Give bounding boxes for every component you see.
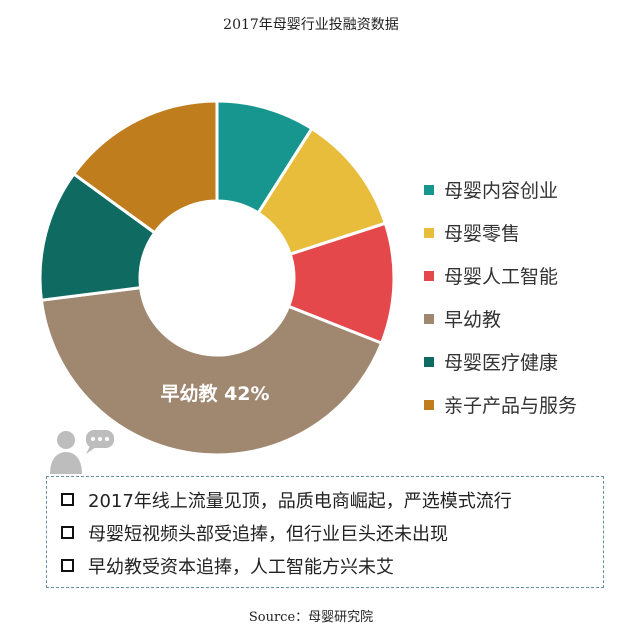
legend-swatch	[424, 184, 434, 195]
source-note: Source：母婴研究院	[248, 610, 374, 625]
bullet-text: 早幼教受资本追捧，人工智能方兴未艾	[88, 556, 394, 578]
donut-chart: 早幼教 42%	[38, 99, 396, 457]
bullet-text: 2017年线上流量见顶，品质电商崛起，严选模式流行	[88, 490, 512, 512]
list-item: 母婴短视频头部受追捧，但行业巨头还未出现	[61, 516, 603, 549]
legend-item: 母婴零售	[424, 211, 577, 254]
pie-slice	[39, 285, 384, 457]
pie-slice	[71, 99, 219, 235]
chart-title: 2017年母婴行业投融资数据	[223, 17, 399, 33]
key-findings-box: 2017年线上流量见顶，品质电商崛起，严选模式流行 母婴短视频头部受追捧，但行业…	[46, 476, 604, 588]
checkbox-icon	[61, 559, 74, 572]
legend-item: 母婴人工智能	[424, 254, 577, 297]
legend-swatch	[424, 356, 434, 367]
legend-label: 早幼教	[444, 309, 502, 331]
legend-label: 母婴医疗健康	[444, 352, 559, 374]
legend-label: 母婴人工智能	[444, 266, 559, 288]
legend-item: 亲子产品与服务	[424, 383, 577, 426]
bullet-text: 母婴短视频头部受追捧，但行业巨头还未出现	[88, 523, 448, 545]
legend-swatch	[424, 227, 434, 238]
legend-swatch	[424, 399, 434, 410]
person-speech-icon	[50, 430, 114, 474]
legend-item: 早幼教	[424, 297, 577, 340]
legend-label: 母婴零售	[444, 223, 521, 245]
list-item: 早幼教受资本追捧，人工智能方兴未艾	[61, 549, 603, 582]
legend-item: 母婴内容创业	[424, 168, 577, 211]
legend-item: 母婴医疗健康	[424, 340, 577, 383]
checkbox-icon	[61, 493, 74, 506]
legend-swatch	[424, 313, 434, 324]
legend-label: 母婴内容创业	[444, 180, 559, 202]
slice-data-label: 早幼教 42%	[160, 382, 269, 405]
legend: 母婴内容创业 母婴零售母婴人工智能 早幼教母婴医疗健康 亲子产品与服务	[424, 168, 577, 426]
checkbox-icon	[61, 526, 74, 539]
pie-slice	[38, 171, 157, 302]
list-item: 2017年线上流量见顶，品质电商崛起，严选模式流行	[61, 483, 603, 516]
legend-label: 亲子产品与服务	[444, 395, 578, 417]
legend-swatch	[424, 270, 434, 281]
